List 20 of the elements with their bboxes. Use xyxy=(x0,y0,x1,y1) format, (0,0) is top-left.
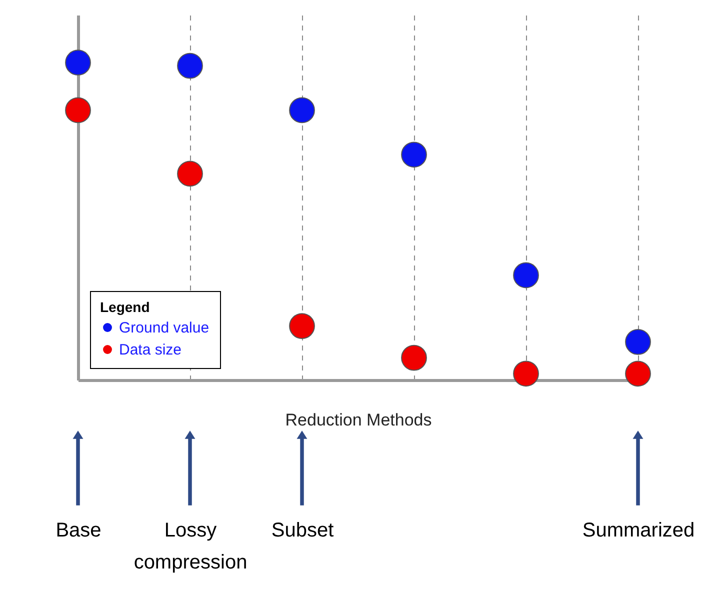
x-tick-label: Lossy compression xyxy=(134,520,248,574)
point xyxy=(177,160,203,187)
x-axis-title: Reduction Methods xyxy=(285,410,432,430)
x-tick-label: Subset xyxy=(271,520,334,542)
point xyxy=(513,360,539,387)
point xyxy=(289,97,315,124)
point xyxy=(401,142,427,168)
point xyxy=(177,52,203,79)
point xyxy=(513,262,539,288)
x-tick-label: Base xyxy=(56,520,102,542)
legend-title: Legend xyxy=(100,299,150,315)
point xyxy=(65,97,91,124)
point xyxy=(625,360,651,387)
x-tick-label: Summarized xyxy=(582,520,695,542)
legend-label: Ground value xyxy=(119,320,210,336)
point xyxy=(625,328,651,355)
point xyxy=(401,344,427,371)
point xyxy=(65,50,91,76)
legend-label: Data size xyxy=(119,342,182,358)
point xyxy=(289,313,315,339)
